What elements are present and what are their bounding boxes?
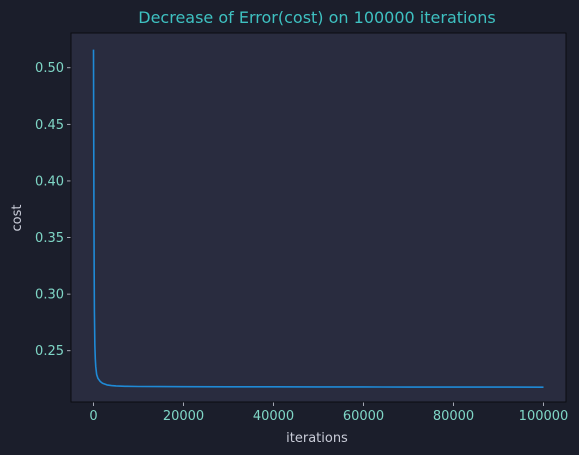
y-tick-label: 0.25 [35,344,64,359]
x-tick-label: 80000 [433,409,474,424]
y-tick-label: 0.40 [35,174,64,189]
y-axis-label: cost [10,205,25,232]
x-tick-label: 40000 [253,409,294,424]
plot-frame [70,32,567,403]
chart-title: Decrease of Error(cost) on 100000 iterat… [138,8,495,27]
y-tick-label: 0.50 [35,61,64,76]
x-tick-label: 0 [89,409,97,424]
x-tick-label: 100000 [519,409,569,424]
x-axis-ticks: 0 20000 40000 60000 80000 100000 [89,402,568,424]
y-axis-ticks: 0.25 0.30 0.35 0.40 0.45 0.50 [35,61,71,359]
series-layer [92,49,544,388]
x-axis-label: iterations [286,431,348,446]
y-tick-label: 0.30 [35,288,64,303]
plot-area [71,33,566,402]
x-tick-label: 20000 [163,409,204,424]
cost-series-line [92,49,544,388]
x-tick-label: 60000 [343,409,384,424]
y-tick-label: 0.35 [35,231,64,246]
y-tick-label: 0.45 [35,118,64,133]
